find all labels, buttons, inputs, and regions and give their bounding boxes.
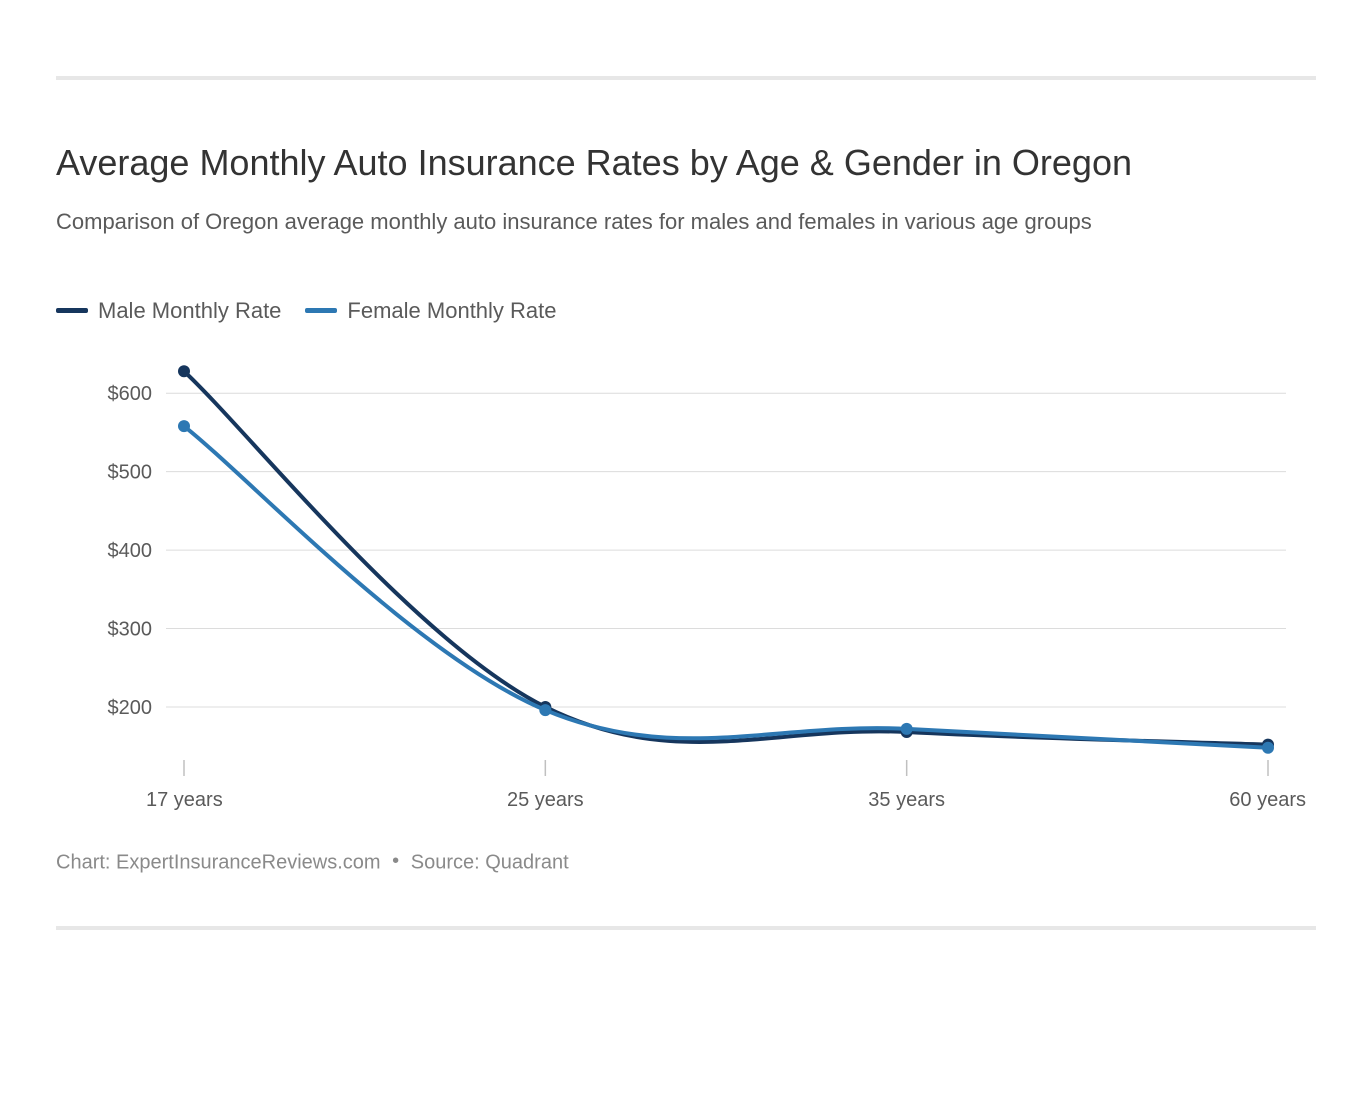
series-line-male	[184, 371, 1268, 744]
legend-label-female: Female Monthly Rate	[347, 298, 556, 324]
x-axis-label: 17 years	[146, 789, 223, 811]
data-point-female	[901, 722, 913, 734]
divider-bottom	[56, 926, 1316, 930]
legend: Male Monthly Rate Female Monthly Rate	[56, 298, 1316, 324]
y-axis-label: $600	[108, 383, 153, 405]
legend-swatch-female	[305, 308, 337, 313]
attr-separator-dot-icon: •	[392, 850, 399, 873]
legend-item-male: Male Monthly Rate	[56, 298, 281, 324]
x-axis-label: 60 years	[1229, 789, 1306, 811]
x-axis-label: 25 years	[507, 789, 584, 811]
data-point-female	[1262, 741, 1274, 753]
attr-chart-label: Chart:	[56, 851, 110, 873]
legend-label-male: Male Monthly Rate	[98, 298, 281, 324]
chart-attribution: Chart: ExpertInsuranceReviews.com • Sour…	[56, 850, 1316, 876]
legend-swatch-male	[56, 308, 88, 313]
y-axis-label: $500	[108, 461, 153, 483]
legend-item-female: Female Monthly Rate	[305, 298, 556, 324]
y-axis-label: $400	[108, 540, 153, 562]
x-axis-label: 35 years	[868, 789, 945, 811]
data-point-female	[539, 704, 551, 716]
chart-title: Average Monthly Auto Insurance Rates by …	[56, 140, 1316, 187]
series-line-female	[184, 426, 1268, 748]
chart-area: $200 $300 $400 $500 $600 17 years 25 years 35 y…	[56, 344, 1316, 824]
data-point-male	[178, 365, 190, 377]
attr-chart-by: ExpertInsuranceReviews.com	[116, 851, 381, 873]
y-axis-label: $200	[108, 697, 153, 719]
line-chart-svg: $200 $300 $400 $500 $600 17 years 25 years 35 y…	[56, 344, 1316, 814]
data-point-female	[178, 420, 190, 432]
chart-subtitle: Comparison of Oregon average monthly aut…	[56, 207, 1316, 238]
y-axis-label: $300	[108, 618, 153, 640]
attr-source: Quadrant	[485, 851, 568, 873]
divider-top	[56, 76, 1316, 80]
attr-source-label: Source:	[411, 851, 480, 873]
